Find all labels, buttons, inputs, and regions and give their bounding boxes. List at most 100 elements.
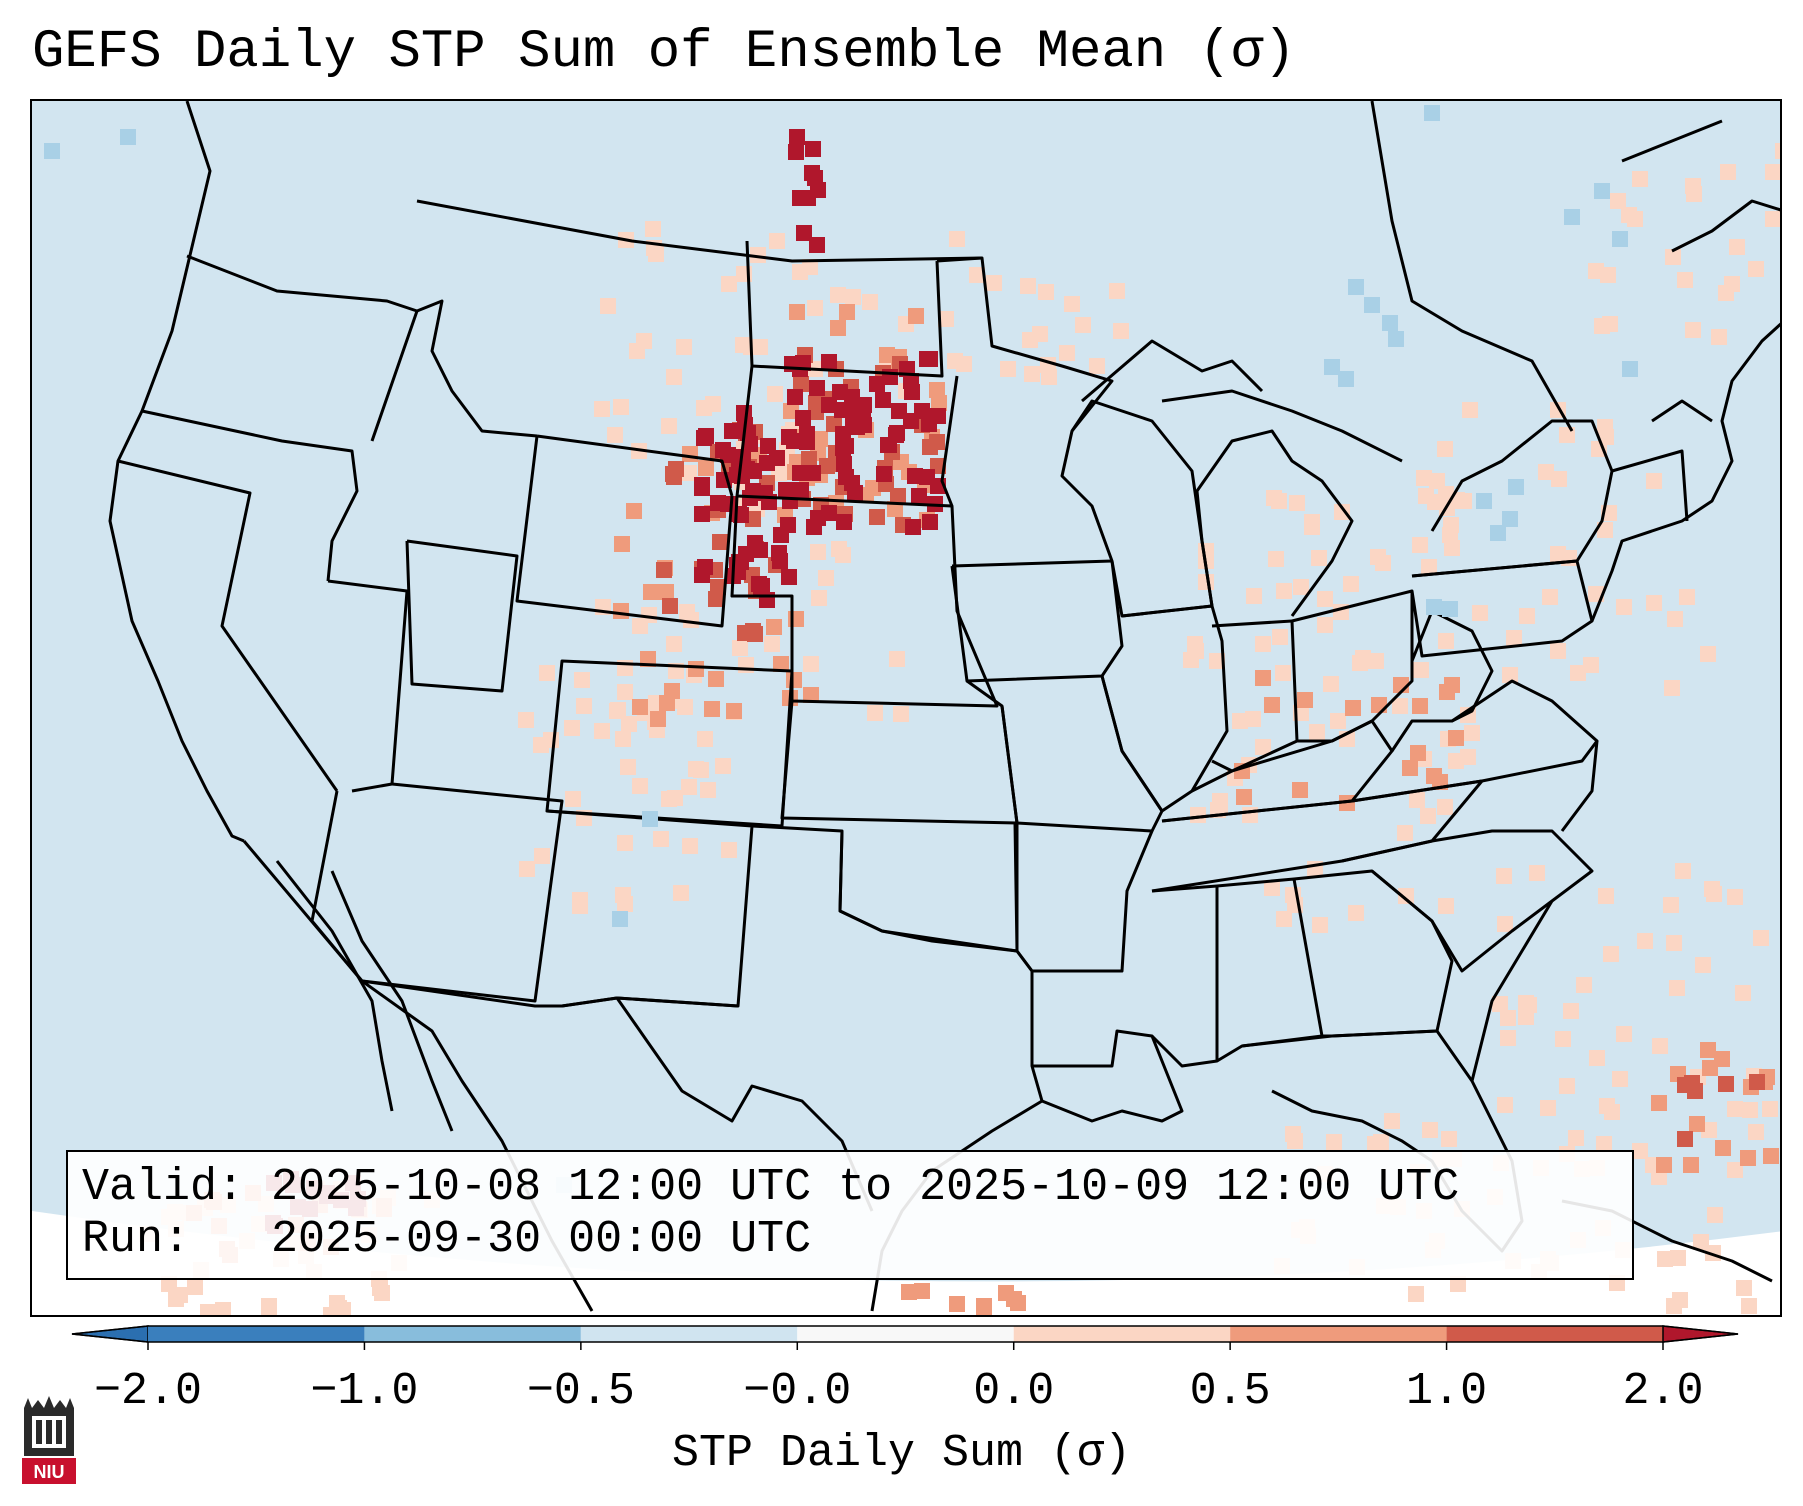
anomaly-cell-light bbox=[1285, 1126, 1301, 1142]
anomaly-cell-light bbox=[1542, 589, 1558, 605]
anomaly-cell-light bbox=[949, 231, 965, 247]
anomaly-cell-light bbox=[1464, 725, 1480, 741]
anomaly-cell-light bbox=[1727, 1101, 1743, 1117]
anomaly-cell-light bbox=[845, 289, 861, 305]
colorbar-tick-label: 1.0 bbox=[1406, 1366, 1488, 1417]
anomaly-cell-medium bbox=[726, 703, 742, 719]
anomaly-cell-light bbox=[1666, 935, 1682, 951]
anomaly-cell-light bbox=[1550, 546, 1566, 562]
anomaly-cell-medium bbox=[773, 656, 789, 672]
anomaly-cell-extreme bbox=[796, 225, 812, 241]
anomaly-cell-extreme bbox=[844, 475, 860, 491]
anomaly-cell-medium bbox=[708, 671, 724, 687]
anomaly-cell-light bbox=[653, 831, 669, 847]
anomaly-cell-light bbox=[830, 287, 846, 303]
anomaly-cell-medium bbox=[1656, 1157, 1672, 1173]
anomaly-cell-light bbox=[1672, 1292, 1688, 1308]
anomaly-cell-light bbox=[1444, 540, 1460, 556]
anomaly-cell-light bbox=[215, 1302, 231, 1315]
anomaly-cell-light bbox=[1550, 643, 1566, 659]
anomaly-cell-negative bbox=[642, 811, 658, 827]
anomaly-cell-light bbox=[1245, 711, 1261, 727]
anomaly-cell-negative bbox=[1424, 105, 1440, 121]
anomaly-cell-light bbox=[1604, 1104, 1620, 1120]
anomaly-cell-medium bbox=[949, 1296, 965, 1312]
anomaly-cell-medium bbox=[1651, 1095, 1667, 1111]
anomaly-cell-light bbox=[673, 885, 689, 901]
anomaly-cell-extreme bbox=[905, 519, 921, 535]
anomaly-cell-light bbox=[679, 604, 695, 620]
anomaly-cell-light bbox=[769, 233, 785, 249]
colorbar-tick-label: −1.0 bbox=[310, 1366, 419, 1417]
anomaly-cell-light bbox=[1334, 504, 1350, 520]
anomaly-cell-light bbox=[1187, 636, 1203, 652]
anomaly-cell-light bbox=[721, 276, 737, 292]
baja-california bbox=[275, 860, 454, 1132]
anomaly-cell-negative bbox=[44, 143, 60, 159]
anomaly-cell-medium bbox=[803, 687, 819, 703]
anomaly-cell-extreme bbox=[715, 442, 731, 458]
canada-ontario-border bbox=[1081, 101, 1723, 432]
anomaly-cell-extreme bbox=[787, 389, 803, 405]
anomaly-cell-extreme bbox=[771, 545, 787, 561]
anomaly-cell-light bbox=[1720, 164, 1736, 180]
anomaly-cell-dark bbox=[801, 451, 817, 467]
anomaly-cell-negative bbox=[1338, 371, 1354, 387]
anomaly-cell-medium bbox=[1371, 697, 1387, 713]
anomaly-cell-extreme bbox=[881, 437, 897, 453]
anomaly-cell-medium bbox=[788, 611, 804, 627]
colorbar-bin bbox=[1013, 1326, 1231, 1342]
anomaly-cell-light bbox=[986, 275, 1002, 291]
anomaly-cell-light bbox=[1276, 911, 1292, 927]
anomaly-cell-medium bbox=[682, 446, 698, 462]
anomaly-cell-light bbox=[750, 247, 766, 263]
anomaly-cell-negative bbox=[612, 911, 628, 927]
anomaly-cell-extreme bbox=[921, 416, 937, 432]
anomaly-cell-negative bbox=[1426, 599, 1442, 615]
anomaly-cell-light bbox=[1657, 1251, 1673, 1267]
anomaly-cell-extreme bbox=[731, 506, 747, 522]
anomaly-cell-light bbox=[1646, 595, 1662, 611]
anomaly-cell-dark bbox=[656, 562, 672, 578]
anomaly-cell-light bbox=[1441, 1131, 1457, 1147]
anomaly-cell-light bbox=[1632, 171, 1648, 187]
anomaly-cell-light bbox=[1679, 589, 1695, 605]
anomaly-cell-light bbox=[862, 294, 878, 310]
anomaly-cell-light bbox=[1038, 284, 1054, 300]
anomaly-cell-light bbox=[1437, 441, 1453, 457]
anomaly-cell-light bbox=[1304, 519, 1320, 535]
anomaly-cell-light bbox=[1255, 739, 1271, 755]
anomaly-cell-extreme bbox=[869, 376, 885, 392]
anomaly-cell-light bbox=[693, 762, 709, 778]
anomaly-cell-light bbox=[956, 356, 972, 372]
anomaly-cell-light bbox=[1538, 464, 1554, 480]
anomaly-cell-light bbox=[1753, 930, 1769, 946]
anomaly-cell-negative bbox=[1382, 315, 1398, 331]
anomaly-cell-light bbox=[161, 1276, 177, 1292]
anomaly-cell-light bbox=[1492, 996, 1508, 1012]
anomaly-cell-medium bbox=[1412, 698, 1428, 714]
anomaly-cell-negative bbox=[120, 129, 136, 145]
anomaly-cell-light bbox=[617, 835, 633, 851]
anomaly-cell-light bbox=[1420, 808, 1436, 824]
anomaly-cell-light bbox=[1500, 1010, 1516, 1026]
anomaly-cell-light bbox=[600, 298, 616, 314]
anomaly-cell-light bbox=[533, 737, 549, 753]
anomaly-cell-light bbox=[681, 779, 697, 795]
anomaly-cell-extreme bbox=[805, 141, 821, 157]
anomaly-cell-medium bbox=[626, 503, 642, 519]
anomaly-cell-light bbox=[893, 706, 909, 722]
anomaly-cell-light bbox=[565, 791, 581, 807]
anomaly-cell-extreme bbox=[694, 480, 710, 496]
anomaly-cell-medium bbox=[1740, 1150, 1756, 1166]
virginia-border bbox=[1351, 679, 1599, 803]
anomaly-cell-light bbox=[1000, 361, 1016, 377]
anomaly-cell-light bbox=[200, 1304, 216, 1315]
colorbar-under-arrow bbox=[71, 1325, 149, 1343]
anomaly-cell-dark bbox=[1718, 1076, 1734, 1092]
louisiana-border bbox=[1032, 1029, 1184, 1123]
anomaly-cell-medium bbox=[766, 619, 782, 635]
anomaly-cell-light bbox=[1496, 868, 1512, 884]
anomaly-cell-light bbox=[1089, 358, 1105, 374]
anomaly-cell-extreme bbox=[694, 567, 710, 583]
